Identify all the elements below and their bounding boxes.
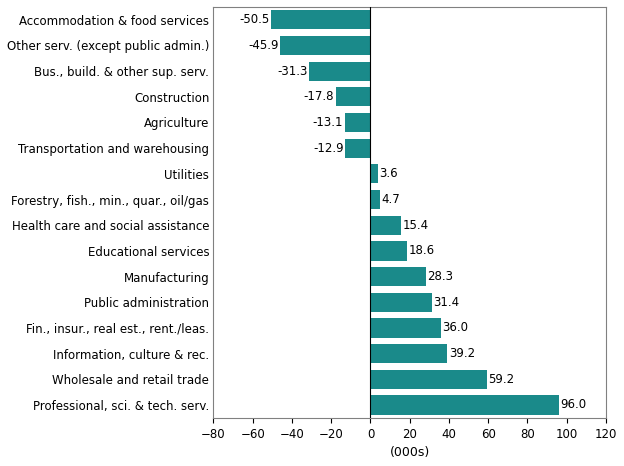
Text: -12.9: -12.9 — [313, 142, 344, 155]
Text: 39.2: 39.2 — [449, 347, 475, 360]
Bar — [371, 241, 407, 260]
Bar — [371, 370, 487, 389]
Text: 15.4: 15.4 — [402, 219, 428, 232]
Bar — [371, 190, 379, 209]
Text: -31.3: -31.3 — [277, 65, 308, 78]
Text: -17.8: -17.8 — [303, 90, 334, 103]
Text: 59.2: 59.2 — [488, 373, 514, 386]
Text: 18.6: 18.6 — [409, 244, 435, 257]
Bar — [371, 395, 558, 415]
Bar — [371, 293, 432, 312]
Bar — [271, 10, 371, 29]
Text: 3.6: 3.6 — [379, 167, 397, 180]
Text: 96.0: 96.0 — [560, 398, 587, 411]
Bar — [371, 344, 447, 363]
X-axis label: (000s): (000s) — [389, 446, 430, 459]
Text: 28.3: 28.3 — [427, 270, 454, 283]
Bar — [344, 113, 371, 132]
Bar — [309, 62, 371, 81]
Text: -45.9: -45.9 — [248, 39, 279, 52]
Text: -13.1: -13.1 — [313, 116, 343, 129]
Text: 36.0: 36.0 — [442, 322, 469, 335]
Bar — [371, 318, 441, 337]
Bar — [280, 36, 371, 55]
Text: 31.4: 31.4 — [434, 296, 460, 309]
Bar — [371, 267, 426, 286]
Bar — [371, 164, 378, 184]
Text: -50.5: -50.5 — [240, 14, 270, 26]
Text: 4.7: 4.7 — [381, 193, 400, 206]
Bar — [336, 87, 371, 106]
Bar — [371, 216, 401, 235]
Bar — [345, 138, 371, 158]
